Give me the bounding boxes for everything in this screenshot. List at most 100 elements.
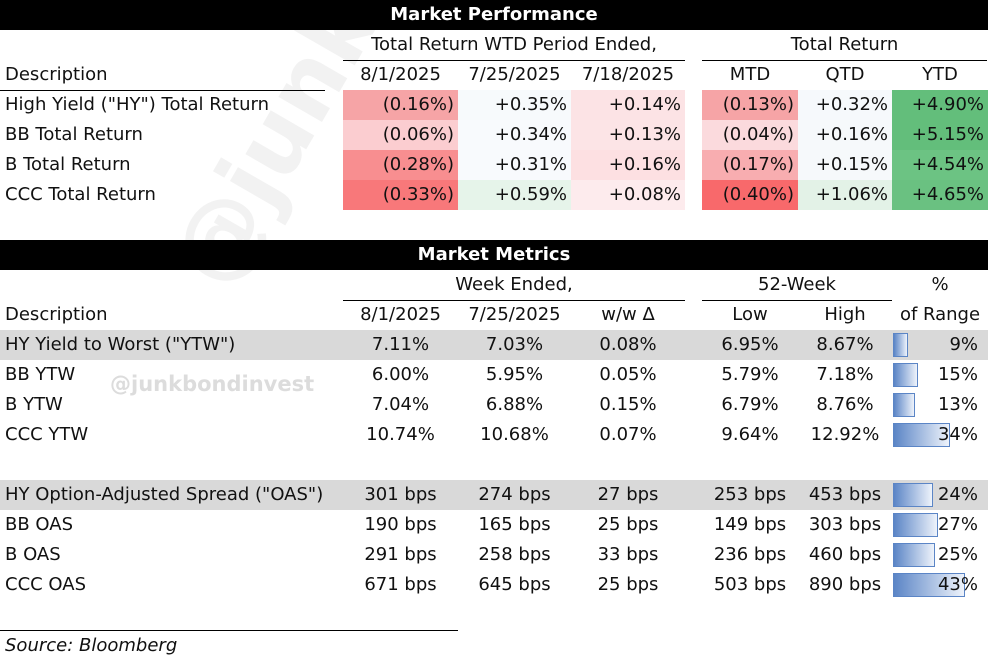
metrics-cell-value: 890 bps [808, 574, 882, 595]
perf-cell-value: +0.32% [815, 94, 888, 115]
metrics-cell-value: 453 bps [808, 484, 882, 505]
perf-cell-shade [702, 180, 798, 210]
perf-cell-value: (0.16%) [382, 94, 454, 115]
perf-row-label: BB Total Return [5, 124, 143, 145]
perf-group-wtd: Total Return WTD Period Ended, [371, 34, 657, 55]
metrics-cell-value: 253 bps [713, 484, 787, 505]
perf-cell-shade [798, 180, 892, 210]
perf-col-period: QTD [825, 64, 865, 85]
range-pct-label: 9% [949, 334, 978, 355]
perf-col-period: YTD [922, 64, 958, 85]
performance-title-bar: Market Performance [0, 0, 988, 30]
range-bar-fill [893, 423, 950, 447]
perf-cell-shade [702, 90, 798, 120]
metrics-pct-bottom: of Range [899, 304, 981, 325]
handle-watermark: @junkbondinvest [110, 372, 315, 396]
perf-cell-value: +0.15% [815, 154, 888, 175]
metrics-row-label: B OAS [5, 544, 61, 565]
perf-col-period: MTD [729, 64, 771, 85]
metrics-cell-value: 274 bps [478, 484, 551, 505]
perf-cell-shade [458, 180, 571, 210]
metrics-group-week: Week Ended, [455, 274, 573, 295]
metrics-cell-value: 7.03% [485, 334, 544, 355]
metrics-cell-value: 0.15% [599, 394, 657, 415]
perf-cell-value: (0.17%) [722, 154, 794, 175]
range-bar-fill [893, 363, 918, 387]
metrics-cell-value: 291 bps [364, 544, 437, 565]
range-pct-label: 25% [937, 544, 978, 565]
perf-cell-value: +0.35% [494, 94, 567, 115]
range-bar-fill [893, 513, 938, 537]
metrics-cell-value: 6.00% [371, 364, 430, 385]
perf-cell-shade [892, 180, 988, 210]
range-pct-label: 15% [937, 364, 978, 385]
metrics-cell-value: 190 bps [364, 514, 437, 535]
perf-row-label: CCC Total Return [5, 184, 156, 205]
range-bar: 27% [893, 513, 986, 537]
metrics-col-date: 7/25/2025 [468, 304, 561, 325]
perf-cell-shade [892, 150, 988, 180]
metrics-cell-value: 7.04% [371, 394, 430, 415]
metrics-cell-value: 301 bps [364, 484, 437, 505]
perf-cell-value: +0.14% [608, 94, 681, 115]
range-bar-fill [893, 333, 908, 357]
metrics-cell-value: 25 bps [597, 514, 659, 535]
metrics-cell-value: 645 bps [478, 574, 551, 595]
perf-cell-value: +4.65% [911, 184, 984, 205]
metrics-row-label: HY Option-Adjusted Spread ("OAS") [5, 484, 324, 505]
perf-cell-value: +4.54% [911, 154, 984, 175]
perf-col-date: 8/1/2025 [360, 64, 441, 85]
metrics-cell-value: 10.68% [480, 424, 549, 445]
perf-cell-shade [571, 150, 685, 180]
perf-cell-shade [892, 120, 988, 150]
perf-cell-value: (0.33%) [382, 184, 454, 205]
range-bar: 9% [893, 333, 986, 357]
metrics-cell-value: 7.18% [816, 364, 874, 385]
perf-row-label: High Yield ("HY") Total Return [5, 94, 270, 115]
range-pct-label: 34% [937, 424, 978, 445]
perf-cell-shade [798, 90, 892, 120]
metrics-title-bar: Market Metrics [0, 240, 988, 270]
perf-cell-shade [571, 90, 685, 120]
perf-cell-value: +0.59% [494, 184, 567, 205]
metrics-cell-value: 5.95% [485, 364, 544, 385]
perf-cell-value: +0.16% [815, 124, 888, 145]
metrics-cell-value: 27 bps [597, 484, 659, 505]
metrics-cell-value: 8.76% [816, 394, 874, 415]
highlight-band [0, 480, 988, 510]
perf-cell-value: +0.13% [608, 124, 681, 145]
perf-cell-shade [458, 120, 571, 150]
metrics-cell-value: 460 bps [808, 544, 882, 565]
metrics-cell-value: 0.08% [599, 334, 657, 355]
perf-col-date: 7/18/2025 [581, 64, 675, 85]
metrics-cell-value: 6.95% [721, 334, 779, 355]
metrics-cell-value: 8.67% [816, 334, 874, 355]
metrics-row-label: CCC YTW [5, 424, 89, 445]
range-bar-fill [893, 393, 915, 417]
metrics-col-high: High [824, 304, 866, 325]
range-bar: 34% [893, 423, 986, 447]
highlight-band [0, 330, 988, 360]
perf-col-date: 7/25/2025 [468, 64, 561, 85]
perf-cell-value: +1.06% [815, 184, 888, 205]
metrics-cell-value: 9.64% [721, 424, 779, 445]
metrics-row-label: B YTW [5, 394, 63, 415]
range-bar-fill [893, 573, 965, 597]
perf-cell-shade [571, 180, 685, 210]
perf-cell-value: (0.40%) [722, 184, 794, 205]
metrics-pct-top: % [931, 274, 949, 295]
range-pct-label: 24% [937, 484, 978, 505]
range-bar-fill [893, 483, 933, 507]
range-bar: 43% [893, 573, 986, 597]
metrics-cell-value: 503 bps [713, 574, 787, 595]
perf-cell-value: +0.16% [608, 154, 681, 175]
metrics-row-label: BB OAS [5, 514, 74, 535]
metrics-row-label: BB YTW [5, 364, 76, 385]
range-bar-fill [893, 543, 935, 567]
range-bar: 24% [893, 483, 986, 507]
metrics-cell-value: 303 bps [808, 514, 882, 535]
metrics-cell-value: 258 bps [478, 544, 551, 565]
metrics-cell-value: 236 bps [713, 544, 787, 565]
metrics-cell-value: 6.88% [485, 394, 544, 415]
metrics-group-52: 52-Week [758, 274, 836, 295]
